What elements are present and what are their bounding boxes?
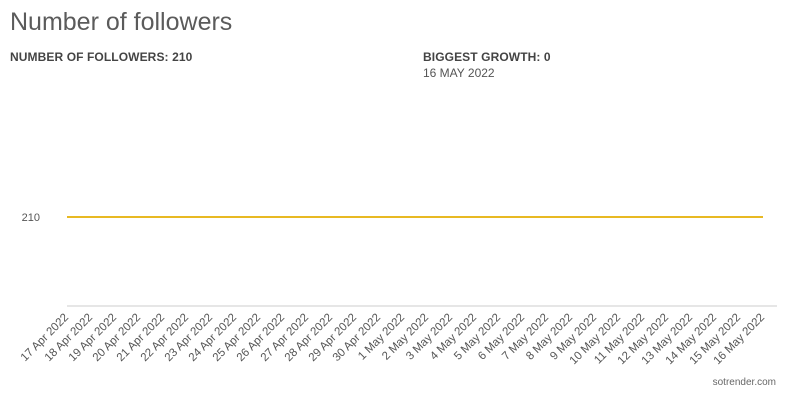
biggest-growth-date: 16 MAY 2022 <box>423 66 495 80</box>
biggest-growth-label: BIGGEST GROWTH: 0 <box>423 50 551 64</box>
followers-count-label: NUMBER OF FOLLOWERS: 210 <box>10 50 193 64</box>
chart-title: Number of followers <box>10 8 233 36</box>
y-tick-label: 210 <box>22 212 40 224</box>
watermark: sotrender.com <box>712 377 776 388</box>
